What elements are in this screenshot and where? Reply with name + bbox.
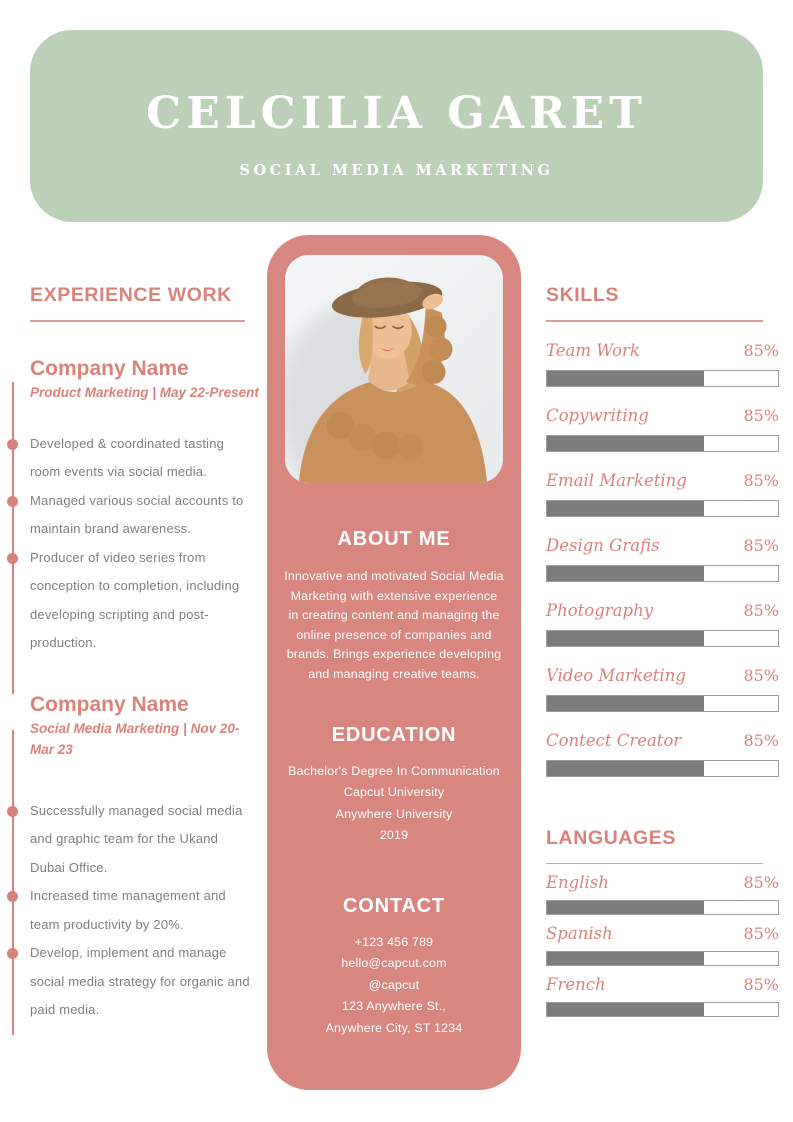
job-entry-2: Company Name Social Media Marketing | No… — [6, 692, 258, 1035]
job-bullet-list: Successfully managed social media and gr… — [6, 797, 258, 1025]
skill-label: Contect Creator — [546, 730, 682, 750]
skill-percent: 85% — [743, 730, 779, 750]
language-label: French — [546, 975, 606, 994]
job-meta: Social Media Marketing | Nov 20-Mar 23 — [30, 720, 240, 757]
bullet-item: Developed & coordinated tasting room eve… — [6, 430, 256, 487]
skill-percent: 85% — [743, 405, 779, 425]
experience-divider — [30, 320, 245, 322]
contact-lines: +123 456 789 hello@capcut.com @capcut 12… — [267, 932, 521, 1040]
language-row: French 85% — [546, 975, 779, 1017]
language-label: Spanish — [546, 924, 613, 943]
contact-heading: CONTACT — [343, 894, 445, 917]
person-name: CELCILIA GARET — [146, 88, 647, 139]
skill-bar-fill — [547, 630, 705, 646]
portrait-illustration — [285, 255, 503, 483]
education-line: 2019 — [379, 828, 409, 843]
skill-bar — [546, 629, 779, 647]
skill-row: Design Grafis 85% — [546, 536, 779, 582]
about-text: Innovative and motivated Social Media Ma… — [284, 569, 504, 681]
language-row: Spanish 85% — [546, 924, 779, 966]
language-label: English — [546, 873, 609, 892]
skill-label: Design Grafis — [546, 535, 660, 555]
contact-address-1: 123 Anywhere St., — [342, 999, 446, 1014]
job-entry-1: Company Name Product Marketing | May 22-… — [6, 356, 259, 694]
skill-row: Contect Creator 85% — [546, 731, 779, 777]
language-percent: 85% — [743, 924, 779, 943]
education-line: Bachelor's Degree In Communication — [288, 763, 500, 778]
bullet-item: Managed various social accounts to maint… — [6, 487, 256, 544]
profession-subtitle: SOCIAL MEDIA MARKETING — [239, 162, 554, 179]
bullet-item: Increased time management and team produ… — [6, 882, 256, 939]
skill-percent: 85% — [743, 665, 779, 685]
language-percent: 85% — [743, 873, 779, 892]
skill-row: Photography 85% — [546, 601, 779, 647]
skill-percent: 85% — [743, 535, 779, 555]
skill-bar-fill — [547, 760, 705, 776]
company-name: Company Name — [30, 692, 189, 716]
language-bar — [546, 900, 779, 915]
experience-heading: EXPERIENCE WORK — [30, 284, 232, 306]
timeline-line — [11, 381, 14, 694]
bullet-item: Develop, implement and manage social med… — [6, 939, 256, 1025]
skill-bar — [546, 694, 779, 712]
skill-row: Copywriting 85% — [546, 406, 779, 452]
skill-bar-fill — [547, 370, 705, 386]
skill-bar — [546, 564, 779, 582]
contact-handle: @capcut — [368, 977, 420, 992]
skill-percent: 85% — [743, 470, 779, 490]
skill-percent: 85% — [743, 340, 779, 360]
header-banner: CELCILIA GARET SOCIAL MEDIA MARKETING — [30, 30, 763, 222]
company-name: Company Name — [30, 356, 189, 380]
skill-bar — [546, 759, 779, 777]
skill-bar-fill — [547, 500, 705, 516]
languages-section: LANGUAGES English 85% Spanish 85% French 85… — [546, 826, 779, 1017]
about-heading: ABOUT ME — [337, 528, 451, 550]
contact-email: hello@capcut.com — [341, 956, 447, 971]
education-line: Capcut University — [343, 785, 445, 800]
bullet-item: Successfully managed social media and gr… — [6, 797, 256, 883]
skill-label: Photography — [546, 600, 654, 620]
language-bar — [546, 1002, 779, 1017]
education-line: Anywhere University — [335, 806, 453, 821]
skill-row: Video Marketing 85% — [546, 666, 779, 712]
skill-bar — [546, 434, 779, 452]
skills-divider — [546, 320, 763, 322]
languages-heading: LANGUAGES — [546, 826, 676, 849]
skill-row: Email Marketing 85% — [546, 471, 779, 517]
languages-divider — [546, 862, 763, 864]
profile-panel: ABOUT ME Innovative and motivated Social… — [267, 235, 521, 1090]
skill-bar-fill — [547, 565, 705, 581]
language-bar-fill — [547, 952, 705, 965]
skill-label: Email Marketing — [546, 470, 687, 490]
language-percent: 85% — [743, 975, 779, 994]
contact-phone: +123 456 789 — [354, 934, 434, 949]
skills-languages-column: SKILLS Team Work 85% Copywriting 85% Email… — [546, 284, 779, 1017]
job-bullet-list: Developed & coordinated tasting room eve… — [6, 430, 258, 658]
language-bar-fill — [547, 901, 705, 914]
job-meta: Product Marketing | May 22-Present — [30, 384, 259, 400]
skill-label: Team Work — [546, 340, 640, 360]
skill-percent: 85% — [743, 600, 779, 620]
bullet-item: Producer of video series from conception… — [6, 544, 256, 658]
skill-label: Copywriting — [546, 405, 649, 425]
skills-section: SKILLS Team Work 85% Copywriting 85% Email… — [546, 284, 779, 777]
skill-bar — [546, 499, 779, 517]
education-lines: Bachelor's Degree In Communication Capcu… — [267, 761, 521, 847]
skill-bar — [546, 369, 779, 387]
skills-heading: SKILLS — [546, 284, 619, 306]
education-heading: EDUCATION — [331, 723, 457, 746]
skill-bar-fill — [547, 435, 705, 451]
contact-address-2: Anywhere City, ST 1234 — [325, 1020, 463, 1035]
experience-section: EXPERIENCE WORK Company Name Product Mar… — [6, 284, 259, 1035]
skill-label: Video Marketing — [546, 665, 686, 685]
skill-row: Team Work 85% — [546, 341, 779, 387]
skill-bar-fill — [547, 695, 705, 711]
language-row: English 85% — [546, 873, 779, 915]
profile-photo — [285, 255, 503, 483]
timeline-line — [11, 729, 14, 1035]
language-bar-fill — [547, 1003, 705, 1016]
language-bar — [546, 951, 779, 966]
panel-content: ABOUT ME Innovative and motivated Social… — [267, 483, 521, 1039]
